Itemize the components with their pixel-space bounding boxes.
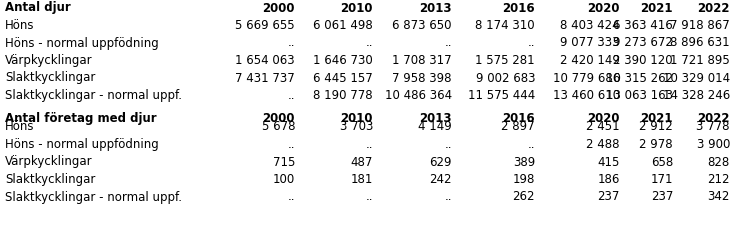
Text: 2010: 2010 bbox=[341, 1, 373, 14]
Text: 2 897: 2 897 bbox=[501, 121, 535, 134]
Text: ..: .. bbox=[366, 37, 373, 50]
Text: 1 575 281: 1 575 281 bbox=[475, 54, 535, 67]
Text: 237: 237 bbox=[598, 190, 620, 203]
Text: ..: .. bbox=[287, 37, 295, 50]
Text: 2000: 2000 bbox=[262, 1, 295, 14]
Text: 212: 212 bbox=[707, 173, 730, 186]
Text: 487: 487 bbox=[350, 156, 373, 169]
Text: 2 390 120: 2 390 120 bbox=[613, 54, 673, 67]
Text: 9 273 672: 9 273 672 bbox=[613, 37, 673, 50]
Text: 828: 828 bbox=[708, 156, 730, 169]
Text: 2020: 2020 bbox=[588, 112, 620, 125]
Text: 1 654 063: 1 654 063 bbox=[236, 54, 295, 67]
Text: 2022: 2022 bbox=[698, 112, 730, 125]
Text: 2000: 2000 bbox=[262, 112, 295, 125]
Text: Antal djur: Antal djur bbox=[5, 1, 71, 14]
Text: 389: 389 bbox=[513, 156, 535, 169]
Text: 7 918 867: 7 918 867 bbox=[670, 19, 730, 32]
Text: ..: .. bbox=[287, 138, 295, 151]
Text: 10 486 364: 10 486 364 bbox=[385, 89, 452, 102]
Text: 2013: 2013 bbox=[420, 112, 452, 125]
Text: 6 445 157: 6 445 157 bbox=[313, 72, 373, 84]
Text: Värpkycklingar: Värpkycklingar bbox=[5, 156, 92, 169]
Text: 10 329 014: 10 329 014 bbox=[663, 72, 730, 84]
Text: 415: 415 bbox=[598, 156, 620, 169]
Text: 629: 629 bbox=[429, 156, 452, 169]
Text: 6 061 498: 6 061 498 bbox=[313, 19, 373, 32]
Text: 2021: 2021 bbox=[641, 1, 673, 14]
Text: 2 488: 2 488 bbox=[587, 138, 620, 151]
Text: 2020: 2020 bbox=[588, 1, 620, 14]
Text: 2010: 2010 bbox=[341, 112, 373, 125]
Text: 8 403 424: 8 403 424 bbox=[560, 19, 620, 32]
Text: 342: 342 bbox=[708, 190, 730, 203]
Text: 3 778: 3 778 bbox=[696, 121, 730, 134]
Text: 6 363 416: 6 363 416 bbox=[613, 19, 673, 32]
Text: 2022: 2022 bbox=[698, 1, 730, 14]
Text: Höns: Höns bbox=[5, 121, 35, 134]
Text: 198: 198 bbox=[513, 173, 535, 186]
Text: Värpkycklingar: Värpkycklingar bbox=[5, 54, 92, 67]
Text: ..: .. bbox=[444, 138, 452, 151]
Text: ..: .. bbox=[444, 37, 452, 50]
Text: 262: 262 bbox=[513, 190, 535, 203]
Text: 7 958 398: 7 958 398 bbox=[392, 72, 452, 84]
Text: 2016: 2016 bbox=[503, 112, 535, 125]
Text: 1 646 730: 1 646 730 bbox=[313, 54, 373, 67]
Text: 14 328 246: 14 328 246 bbox=[663, 89, 730, 102]
Text: 4 149: 4 149 bbox=[418, 121, 452, 134]
Text: 2 451: 2 451 bbox=[586, 121, 620, 134]
Text: Höns - normal uppfödning: Höns - normal uppfödning bbox=[5, 37, 159, 50]
Text: 5 669 655: 5 669 655 bbox=[236, 19, 295, 32]
Text: ..: .. bbox=[528, 37, 535, 50]
Text: 7 431 737: 7 431 737 bbox=[235, 72, 295, 84]
Text: 237: 237 bbox=[650, 190, 673, 203]
Text: 11 575 444: 11 575 444 bbox=[468, 89, 535, 102]
Text: 13 460 610: 13 460 610 bbox=[553, 89, 620, 102]
Text: 658: 658 bbox=[651, 156, 673, 169]
Text: ..: .. bbox=[528, 138, 535, 151]
Text: 181: 181 bbox=[350, 173, 373, 186]
Text: 2 912: 2 912 bbox=[639, 121, 673, 134]
Text: 1 721 895: 1 721 895 bbox=[670, 54, 730, 67]
Text: 5 678: 5 678 bbox=[262, 121, 295, 134]
Text: 9 002 683: 9 002 683 bbox=[475, 72, 535, 84]
Text: ..: .. bbox=[366, 190, 373, 203]
Text: 2 978: 2 978 bbox=[639, 138, 673, 151]
Text: Höns - normal uppfödning: Höns - normal uppfödning bbox=[5, 138, 159, 151]
Text: 9 077 333: 9 077 333 bbox=[560, 37, 620, 50]
Text: 8 896 631: 8 896 631 bbox=[670, 37, 730, 50]
Text: 100: 100 bbox=[273, 173, 295, 186]
Text: 10 315 262: 10 315 262 bbox=[606, 72, 673, 84]
Text: Slaktkycklingar - normal uppf.: Slaktkycklingar - normal uppf. bbox=[5, 89, 182, 102]
Text: Slaktkycklingar: Slaktkycklingar bbox=[5, 173, 95, 186]
Text: 6 873 650: 6 873 650 bbox=[392, 19, 452, 32]
Text: Höns: Höns bbox=[5, 19, 35, 32]
Text: 3 703: 3 703 bbox=[340, 121, 373, 134]
Text: 8 174 310: 8 174 310 bbox=[475, 19, 535, 32]
Text: 2 420 149: 2 420 149 bbox=[560, 54, 620, 67]
Text: Slaktkycklingar - normal uppf.: Slaktkycklingar - normal uppf. bbox=[5, 190, 182, 203]
Text: 13 063 163: 13 063 163 bbox=[606, 89, 673, 102]
Text: ..: .. bbox=[287, 89, 295, 102]
Text: 10 779 686: 10 779 686 bbox=[553, 72, 620, 84]
Text: 3 900: 3 900 bbox=[697, 138, 730, 151]
Text: 1 708 317: 1 708 317 bbox=[392, 54, 452, 67]
Text: 171: 171 bbox=[650, 173, 673, 186]
Text: Slaktkycklingar: Slaktkycklingar bbox=[5, 72, 95, 84]
Text: 242: 242 bbox=[429, 173, 452, 186]
Text: 715: 715 bbox=[273, 156, 295, 169]
Text: 2021: 2021 bbox=[641, 112, 673, 125]
Text: 186: 186 bbox=[598, 173, 620, 186]
Text: ..: .. bbox=[444, 190, 452, 203]
Text: ..: .. bbox=[287, 190, 295, 203]
Text: Antal företag med djur: Antal företag med djur bbox=[5, 112, 157, 125]
Text: ..: .. bbox=[366, 138, 373, 151]
Text: 8 190 778: 8 190 778 bbox=[313, 89, 373, 102]
Text: 2016: 2016 bbox=[503, 1, 535, 14]
Text: 2013: 2013 bbox=[420, 1, 452, 14]
